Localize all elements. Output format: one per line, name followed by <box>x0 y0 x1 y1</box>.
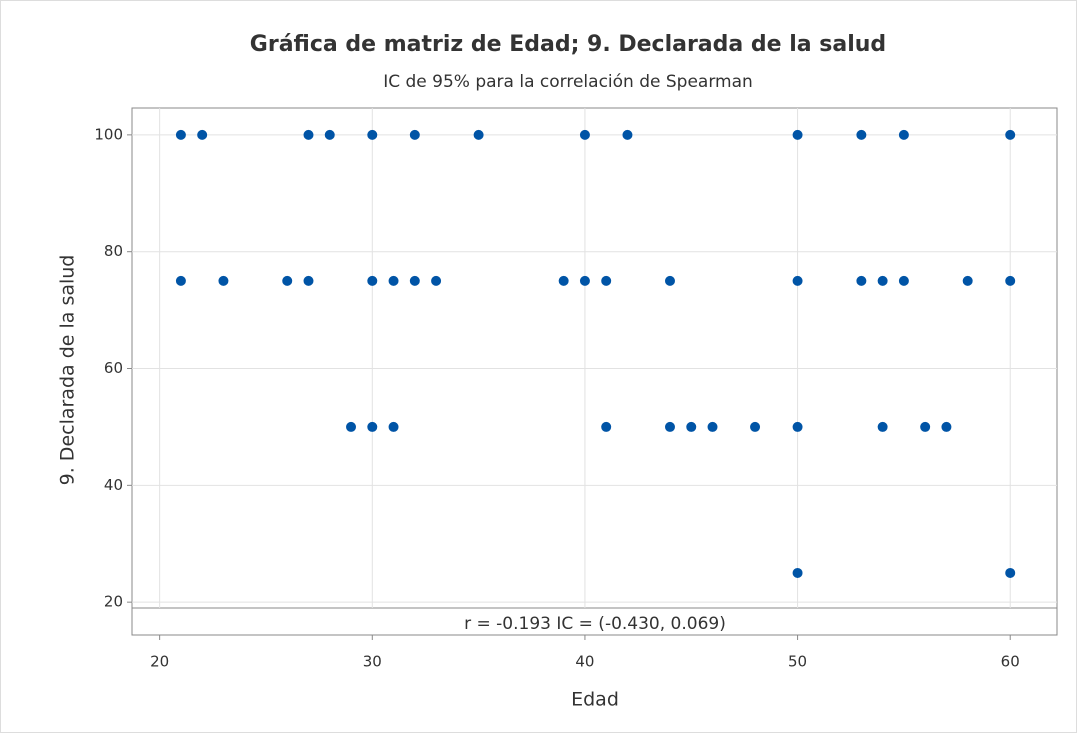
point <box>1005 275 1016 286</box>
point <box>175 275 186 286</box>
x-tick-label: 50 <box>788 653 807 671</box>
point <box>941 421 952 432</box>
point <box>856 275 867 286</box>
point <box>898 275 909 286</box>
point <box>664 421 675 432</box>
point <box>388 275 399 286</box>
point <box>877 421 888 432</box>
point <box>792 567 803 578</box>
x-tick-label: 60 <box>1001 653 1020 671</box>
point <box>579 275 590 286</box>
point <box>175 129 186 140</box>
x-tick-label: 40 <box>575 653 594 671</box>
y-tick-label: 60 <box>104 359 123 377</box>
point <box>750 421 761 432</box>
point <box>579 129 590 140</box>
x-tick-label: 20 <box>150 653 169 671</box>
point <box>367 275 378 286</box>
annotation: r = -0.193 IC = (-0.430, 0.069) <box>464 614 726 634</box>
y-tick-label: 20 <box>104 593 123 611</box>
point <box>367 421 378 432</box>
point <box>346 421 357 432</box>
point <box>431 275 442 286</box>
y-tick-label: 100 <box>94 125 123 143</box>
point <box>792 129 803 140</box>
point <box>962 275 973 286</box>
x-axis-label: Edad <box>571 689 619 711</box>
point <box>601 275 612 286</box>
point <box>388 421 399 432</box>
point <box>877 275 888 286</box>
point <box>792 421 803 432</box>
point <box>856 129 867 140</box>
point <box>324 129 335 140</box>
point <box>303 275 314 286</box>
point <box>686 421 697 432</box>
point <box>367 129 378 140</box>
y-tick-label: 80 <box>104 242 123 260</box>
point <box>409 129 420 140</box>
point <box>303 129 314 140</box>
point <box>473 129 484 140</box>
point <box>601 421 612 432</box>
point <box>1005 129 1016 140</box>
point <box>282 275 293 286</box>
point <box>622 129 633 140</box>
y-axis-label: 9. Declarada de la salud <box>57 255 79 486</box>
point <box>218 275 229 286</box>
point <box>1005 567 1016 578</box>
chart-title: Gráfica de matriz de Edad; 9. Declarada … <box>250 32 886 57</box>
chart-subtitle: IC de 95% para la correlación de Spearma… <box>383 72 753 92</box>
y-tick-label: 40 <box>104 476 123 494</box>
point <box>197 129 208 140</box>
point <box>664 275 675 286</box>
x-tick-label: 30 <box>363 653 382 671</box>
point <box>409 275 420 286</box>
point <box>558 275 569 286</box>
point <box>792 275 803 286</box>
point <box>920 421 931 432</box>
point <box>898 129 909 140</box>
plot-frame <box>131 107 1058 636</box>
point <box>707 421 718 432</box>
